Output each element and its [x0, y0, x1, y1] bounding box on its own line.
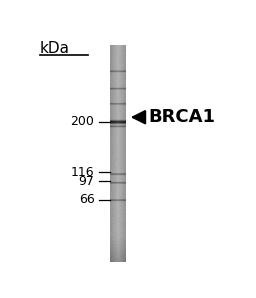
- Text: 66: 66: [79, 193, 94, 206]
- Text: 200: 200: [71, 115, 94, 128]
- Text: kDa: kDa: [40, 41, 70, 56]
- Text: 116: 116: [71, 166, 94, 179]
- Text: BRCA1: BRCA1: [149, 108, 216, 126]
- Text: 97: 97: [79, 175, 94, 188]
